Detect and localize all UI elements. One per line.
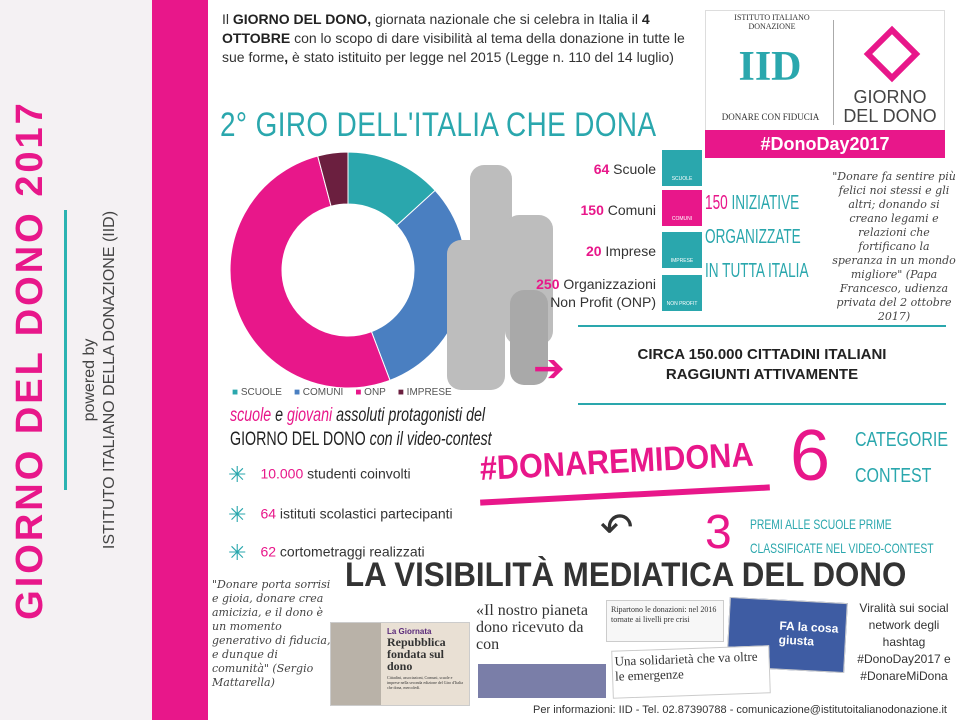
legend-item-comuni: ■ COMUNI	[293, 387, 344, 398]
protagonisti-text: scuole e giovani assoluti protagonisti d…	[230, 405, 492, 450]
asterisk-icon: ✳	[228, 462, 247, 487]
logo-divider	[833, 20, 834, 125]
brand-name: GIORNO DEL DONO	[843, 87, 937, 126]
iid-logo: IID	[738, 44, 802, 90]
pink-bar	[152, 0, 208, 720]
stat-onp: 250 Organizzazioni Non Profit (ONP)	[536, 276, 656, 310]
arrow-right-icon: ➔	[533, 348, 565, 390]
press-clip-repubblica: La Giornata Repubblica fondata sul dono …	[330, 622, 470, 706]
clip-body: Cittadini, associazioni, Comuni, scuole …	[387, 675, 464, 690]
stat-imprese: 20 Imprese	[585, 243, 656, 259]
logo-motto: DONARE CON FIDUCIA	[721, 112, 820, 122]
headline: 2° GIRO DELL'ITALIA CHE DONA	[220, 106, 657, 144]
press-clip: «Il nostro pianeta dono ricevuto da con	[474, 600, 602, 658]
media-title: LA VISIBILITÀ MEDIATICA DEL DONO	[345, 556, 907, 594]
bullet-studenti: ✳ 10.000 studenti coinvolti	[228, 462, 411, 487]
donut-chart	[229, 151, 467, 389]
org-name: ISTITUTO ITALIANO DELLA DONAZIONE (IID)	[101, 210, 118, 550]
legend-item-imprese: ■ IMPRESE	[397, 387, 452, 398]
contest-hashtag: #DONAREMIDONA	[478, 435, 755, 488]
card-imprese: IMPRESE	[662, 232, 702, 268]
curved-arrow-icon: ↶	[600, 506, 634, 550]
bullet-istituti: ✳ 64 istituti scolastici partecipanti	[228, 502, 453, 527]
stat-comuni: 150 Comuni	[580, 202, 657, 218]
bullet-cortometraggi: ✳ 62 cortometraggi realizzati	[228, 540, 425, 565]
categories-count: 6	[790, 416, 831, 496]
clip-title: Repubblica fondata sul dono	[387, 635, 446, 673]
iniziative: 150 INIZIATIVE ORGANIZZATE IN TUTTA ITALIA	[705, 192, 809, 282]
chart-legend: ■ SCUOLE ■ COMUNI ■ ONP ■ IMPRESE	[232, 387, 464, 398]
footer-contact: Per informazioni: IID - Tel. 02.87390788…	[533, 704, 947, 716]
divider	[64, 210, 67, 490]
photo	[331, 623, 381, 705]
intro-text: Il GIORNO DEL DONO, giornata nazionale c…	[222, 11, 685, 65]
person-icon	[510, 290, 548, 385]
card-scuole: SCUOLE	[662, 150, 702, 186]
legend-item-onp: ■ ONP	[355, 387, 386, 398]
donut-slice-imprese	[317, 151, 349, 207]
card-onp: NON PROFIT	[662, 275, 702, 311]
powered-by: powered by ISTITUTO ITALIANO DELLA DONAZI…	[80, 160, 120, 600]
side-title: GIORNO DEL DONO 2017	[9, 100, 51, 620]
citizens-reached: CIRCA 150.000 CITTADINI ITALIANI RAGGIUNT…	[578, 325, 946, 405]
legend-item-scuole: ■ SCUOLE	[232, 387, 282, 398]
mattarella-quote: "Donare porta sorrisi e gioia, donare cr…	[212, 578, 331, 689]
press-clip: Una solidarietà che va oltre le emergenz…	[611, 645, 771, 699]
clip-kicker: La Giornata	[387, 627, 432, 636]
hashtag-banner: #DonoDay2017	[705, 130, 945, 158]
donut-slice-onp	[229, 155, 391, 389]
person-icon	[447, 240, 505, 390]
prizes-count: 3	[705, 506, 732, 559]
side-panel	[0, 0, 152, 720]
stat-scuole: 64 Scuole	[593, 161, 656, 177]
categories-label: CATEGORIE CONTEST	[855, 429, 949, 487]
logo-arc: ISTITUTO ITALIANO DONAZIONE	[734, 13, 810, 31]
press-clip: Ripartono le donazioni: nel 2016 tornate…	[606, 600, 724, 642]
asterisk-icon: ✳	[228, 540, 247, 565]
tv-photo	[476, 662, 608, 700]
prizes-label: PREMI ALLE SCUOLE PRIME CLASSIFICATE NEL …	[750, 516, 934, 556]
asterisk-icon: ✳	[228, 502, 247, 527]
papa-quote: "Donare fa sentire più felici noi stessi…	[832, 170, 956, 323]
hashtag-underline	[480, 484, 770, 506]
viral-text: Viralità sui social network degli hashta…	[857, 601, 951, 683]
card-comuni: COMUNI	[662, 190, 702, 226]
powered-by-label: powered by	[81, 338, 98, 422]
